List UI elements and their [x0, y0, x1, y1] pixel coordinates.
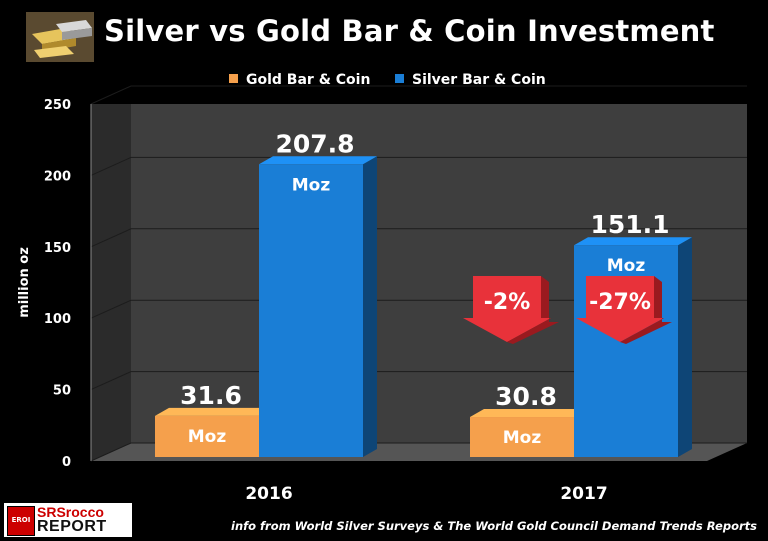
y-tick-label: 150	[44, 241, 71, 256]
decline-arrow-silver: -27%	[576, 276, 672, 344]
data-label: 151.1	[590, 210, 669, 239]
x-tick-label: 2017	[560, 484, 607, 504]
x-tick-label: 2016	[245, 484, 292, 504]
arrow-shadow	[507, 276, 559, 344]
bar-face	[155, 415, 259, 457]
bar-top	[155, 407, 273, 416]
arrow-shape	[576, 276, 664, 342]
data-label: 30.8	[495, 382, 557, 411]
arrow-shape	[463, 276, 551, 342]
legend-swatch-silver	[395, 74, 404, 83]
bar-face	[470, 417, 574, 457]
legend-item-gold: Gold Bar & Coin	[229, 72, 370, 88]
eroi-badge-text: EROI	[11, 516, 31, 524]
data-label: 31.6	[180, 381, 242, 410]
bar-side	[678, 237, 692, 457]
legend-label-gold: Gold Bar & Coin	[246, 72, 371, 88]
legend-swatch-gold	[229, 74, 238, 83]
gridline	[90, 371, 747, 391]
data-unit-label: Moz	[292, 175, 331, 195]
bar-top	[470, 409, 588, 418]
bar-side	[363, 156, 377, 457]
gridline	[90, 85, 747, 105]
legend-label-silver: Silver Bar & Coin	[412, 72, 546, 88]
bar-silver-2016	[259, 156, 377, 457]
y-tick-label: 0	[62, 455, 71, 470]
bar-top	[574, 237, 692, 246]
brand-line-1: SRSrocco	[37, 504, 104, 520]
y-tick-label: 250	[44, 98, 71, 113]
y-tick-label: 200	[44, 169, 71, 184]
legend-item-silver: Silver Bar & Coin	[395, 72, 546, 88]
decline-percent-label: -27%	[589, 290, 651, 315]
chart-title: Silver vs Gold Bar & Coin Investment	[104, 14, 715, 48]
bar-gold-2017	[470, 409, 588, 457]
decline-percent-label: -2%	[484, 290, 530, 315]
bar-face	[259, 164, 363, 457]
data-label: 207.8	[275, 129, 354, 158]
eroi-badge: EROI	[7, 506, 35, 536]
source-footnote: info from World Silver Surveys & The Wor…	[231, 519, 757, 533]
y-axis-label: million oz	[17, 247, 32, 318]
gold-bars-logo	[26, 12, 94, 62]
gridline	[90, 156, 747, 176]
srsrocco-report-logo: EROI SRSrocco REPORT	[4, 503, 132, 537]
data-unit-label: Moz	[503, 428, 542, 448]
y-tick-label: 50	[53, 384, 71, 399]
arrow-shadow	[620, 276, 672, 344]
data-unit-label: Moz	[607, 256, 646, 276]
y-tick-label: 100	[44, 312, 71, 327]
bar-top	[259, 156, 377, 165]
brand-line-2: REPORT	[37, 518, 107, 535]
data-unit-label: Moz	[188, 427, 227, 447]
decline-arrow-gold: -2%	[463, 276, 559, 344]
chart-side-wall	[91, 104, 131, 461]
gridline	[90, 228, 747, 248]
